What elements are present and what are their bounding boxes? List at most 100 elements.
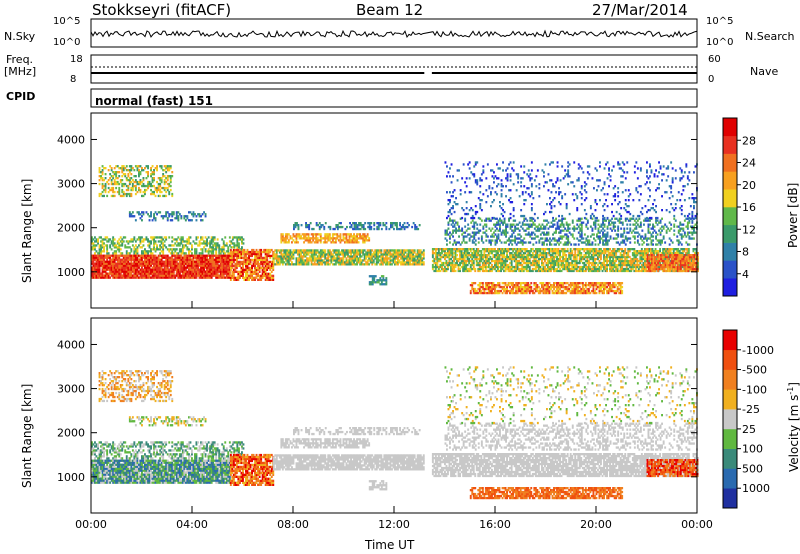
heatmap-cell [301, 233, 304, 236]
heatmap-cell [300, 263, 302, 266]
heatmap-cell [97, 264, 99, 267]
heatmap-cell [210, 258, 213, 261]
heatmap-cell [465, 250, 468, 253]
heatmap-cell [221, 270, 224, 273]
heatmap-cell [110, 179, 113, 182]
heatmap-cell [640, 257, 643, 261]
heatmap-cell [246, 272, 249, 275]
heatmap-cell [544, 248, 546, 251]
heatmap-cell [136, 167, 139, 170]
heatmap-cell [415, 261, 418, 264]
heatmap-cell [165, 215, 168, 218]
heatmap-cell [619, 267, 622, 271]
heatmap-cell [106, 246, 109, 249]
heatmap-cell [556, 257, 558, 261]
heatmap-cell [575, 265, 578, 269]
heatmap-cell [195, 258, 198, 261]
heatmap-cell [422, 263, 425, 266]
heatmap-cell [104, 182, 107, 186]
heatmap-cell [334, 233, 337, 236]
heatmap-cell [621, 269, 624, 273]
heatmap-cell [103, 268, 105, 271]
heatmap-cell [104, 266, 107, 269]
heatmap-cell [231, 250, 234, 254]
heatmap-cell [334, 263, 337, 266]
heatmap-cell [197, 274, 199, 277]
heatmap-cell [171, 276, 174, 279]
heatmap-cell [178, 258, 181, 261]
heatmap-cell [229, 250, 232, 254]
heatmap-cell [237, 256, 240, 260]
heatmap-cell [91, 240, 93, 243]
nave-tick-bottom: 0 [708, 74, 715, 85]
heatmap-cell [270, 270, 273, 273]
heatmap-cell [504, 259, 507, 263]
heatmap-cell [110, 186, 113, 190]
heatmap-cell [295, 259, 298, 262]
heatmap-cell [159, 165, 162, 168]
heatmap-cell [384, 249, 387, 252]
heatmap-cell [241, 238, 243, 241]
heatmap-cell [634, 259, 637, 263]
heatmap-cell [642, 252, 645, 255]
heatmap-cell [104, 270, 107, 273]
heatmap-cell [263, 270, 266, 273]
heatmap-cell [394, 259, 396, 262]
heatmap-cell [574, 259, 577, 263]
heatmap-cell [621, 254, 624, 257]
heatmap-cell [594, 269, 596, 273]
heatmap-cell [634, 267, 637, 271]
heatmap-cell [344, 253, 346, 256]
heatmap-cell [542, 269, 545, 273]
heatmap-cell [157, 254, 160, 257]
heatmap-cell [116, 180, 119, 184]
heatmap-cell [459, 248, 461, 251]
heatmap-cell [356, 227, 359, 231]
heatmap-cell [565, 259, 568, 263]
heatmap-cell [107, 190, 110, 194]
heatmap-cell [656, 257, 658, 261]
heatmap-cell [642, 254, 645, 257]
heatmap-cell [109, 188, 112, 192]
heatmap-cell [353, 249, 355, 252]
heatmap-cell [122, 264, 125, 267]
heatmap-cell [197, 270, 199, 273]
heatmap-cell [315, 249, 318, 252]
heatmap-cell [213, 268, 216, 271]
heatmap-cell [110, 270, 113, 273]
heatmap-cell [195, 262, 198, 265]
heatmap-cell [133, 274, 136, 277]
heatmap-cell [112, 262, 115, 265]
heatmap-cell [441, 252, 443, 255]
heatmap-cell [215, 270, 218, 273]
heatmap-cell [414, 225, 417, 229]
heatmap-cell [403, 249, 405, 252]
heatmap-cell [454, 263, 457, 267]
heatmap-cell [150, 236, 152, 239]
heatmap-cell [162, 246, 165, 249]
heatmap-cell [151, 254, 154, 257]
heatmap-cell [647, 250, 649, 253]
heatmap-cell [198, 270, 201, 273]
heatmap-cell [160, 177, 163, 180]
heatmap-cell [365, 251, 368, 254]
heatmap-cell [180, 266, 183, 269]
heatmap-cell [462, 267, 465, 271]
heatmap-cell [612, 255, 615, 259]
heatmap-cell [625, 267, 628, 271]
heatmap-cell [518, 252, 521, 255]
heatmap-cell [147, 238, 149, 241]
heatmap-cell [269, 268, 272, 271]
heatmap-cell [122, 266, 125, 269]
heatmap-cell [154, 256, 157, 259]
heatmap-cell [369, 251, 372, 254]
heatmap-cell [94, 246, 96, 249]
heatmap-cell [512, 255, 515, 259]
heatmap-cell [171, 258, 174, 261]
heatmap-cell [240, 256, 243, 260]
heatmap-cell [644, 254, 646, 257]
heatmap-cell [239, 238, 242, 241]
heatmap-cell [569, 263, 572, 267]
heatmap-cell [131, 167, 134, 170]
heatmap-cell [212, 250, 215, 253]
